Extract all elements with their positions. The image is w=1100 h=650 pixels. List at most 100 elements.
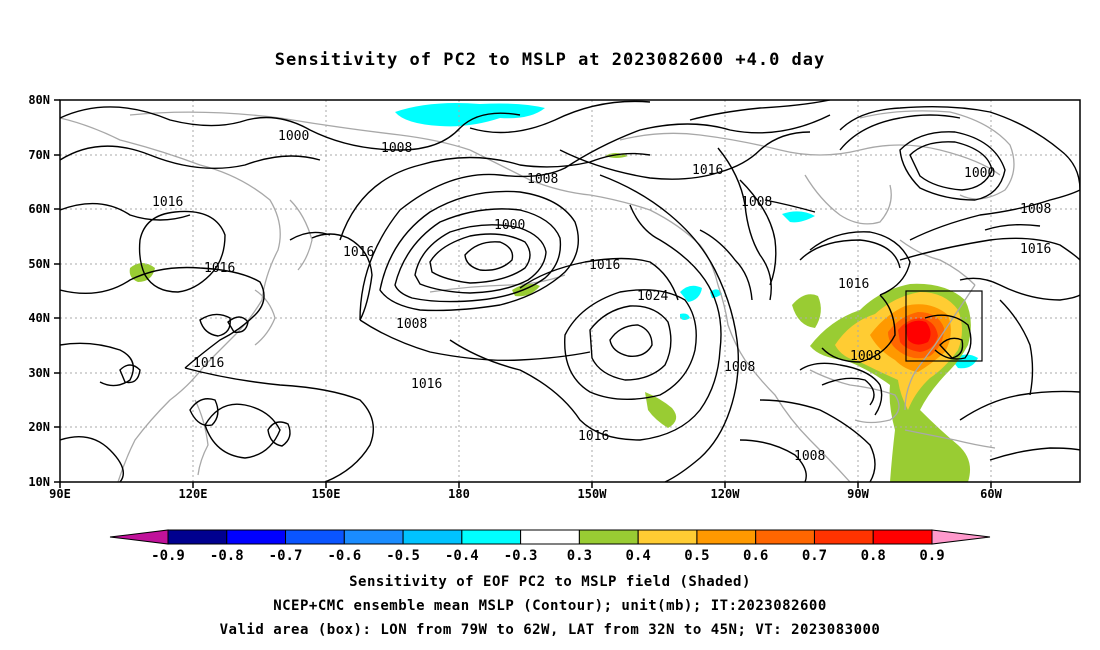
- contour-label: 1008: [850, 349, 881, 364]
- valid-area-box: [905, 290, 983, 362]
- colorbar-swatch: [813, 529, 874, 545]
- coast-greenland: [859, 110, 1015, 200]
- colorbar-label: -0.9: [151, 548, 185, 564]
- coast-gulf: [809, 369, 900, 424]
- shading-layer: [129, 103, 978, 482]
- map-title: Sensitivity of PC2 to MSLP at 2023082600…: [274, 50, 826, 70]
- coast-us-west: [717, 284, 851, 482]
- lat-labels: 80N 70N 60N 50N 40N 30N 20N 10N: [28, 93, 50, 489]
- coast-canada-arctic: [619, 132, 1001, 176]
- lat-label: 40N: [28, 311, 50, 325]
- tick-marks: [54, 99, 992, 488]
- colorbar-label: 0.3: [567, 548, 592, 564]
- colorbar-swatch: [167, 529, 228, 545]
- contour-labels: 1000 1008 1016 1016 1016 1000 1008 1008 …: [152, 129, 1051, 464]
- shade-cyan-northcanada: [782, 211, 815, 223]
- lon-label: 90E: [49, 487, 71, 501]
- lon-label: 60W: [980, 487, 1002, 501]
- colorbar-swatch: [578, 529, 639, 545]
- coast-hudson: [804, 174, 892, 225]
- coast-japan: [254, 289, 276, 346]
- lon-label: 90W: [847, 487, 869, 501]
- shade-green-pacific: [512, 283, 540, 297]
- colorbar-arrow-low: [109, 529, 169, 545]
- colorbar-label: 0.7: [802, 548, 827, 564]
- lon-label: 180: [448, 487, 470, 501]
- colorbar-swatch: [872, 529, 933, 545]
- contour-label: 1016: [204, 261, 235, 276]
- colorbar-label: -0.4: [445, 548, 479, 564]
- lat-label: 70N: [28, 148, 50, 162]
- coast-arctic-russia: [129, 111, 471, 151]
- colorbar-swatch: [520, 529, 580, 545]
- colorbar-label: -0.8: [210, 548, 244, 564]
- shade-green-subtropic: [645, 392, 677, 428]
- mslp-contours: [60, 100, 1080, 482]
- lon-label: 150E: [312, 487, 341, 501]
- shade-cyan-arctic: [395, 103, 545, 127]
- colorbar-label: 0.9: [919, 548, 944, 564]
- colorbar-swatch: [637, 529, 698, 545]
- coastlines: [60, 110, 1015, 482]
- shade-green-greatlakes: [792, 294, 821, 328]
- coast-us-east: [904, 284, 976, 411]
- shade-cyan-westcoast1: [680, 285, 702, 302]
- colorbar-label: -0.7: [269, 548, 303, 564]
- colorbar-swatch: [696, 529, 757, 545]
- coast-labrador: [899, 239, 976, 286]
- contour-label: 1008: [381, 141, 412, 156]
- colorbar-swatch: [755, 529, 815, 545]
- colorbar-label: -0.3: [504, 548, 538, 564]
- lon-label: 120W: [711, 487, 741, 501]
- footer-line-1: Sensitivity of EOF PC2 to MSLP field (Sh…: [349, 574, 751, 590]
- shade-cyan-westcoast3: [680, 313, 690, 320]
- contour-label: 1016: [152, 195, 183, 210]
- contour-label: 1016: [411, 377, 442, 392]
- contour-label: 1016: [692, 163, 723, 178]
- lon-labels: 90E 120E 150E 180 150W 120W 90W 60W: [49, 487, 1002, 501]
- coast-kamchatka: [289, 199, 313, 271]
- colorbar-swatch: [285, 529, 345, 545]
- lat-label: 50N: [28, 257, 50, 271]
- contour-label: 1016: [589, 258, 620, 273]
- contour-label: 1016: [578, 429, 609, 444]
- colorbar-label: 0.6: [743, 548, 768, 564]
- colorbar-swatch: [402, 529, 463, 545]
- colorbar-swatch: [226, 529, 287, 545]
- lat-label: 80N: [28, 93, 50, 107]
- coast-aleutians: [429, 274, 566, 293]
- lat-label: 30N: [28, 366, 50, 380]
- shade-red: [905, 320, 931, 345]
- lon-label: 150W: [578, 487, 608, 501]
- footer-line-2: NCEP+CMC ensemble mean MSLP (Contour); u…: [273, 598, 827, 614]
- colorbar: -0.9 -0.8 -0.7 -0.6 -0.5 -0.4 -0.3 0.3 0.4 0.5 0.6…: [109, 529, 991, 564]
- colorbar-label: 0.4: [626, 548, 651, 564]
- colorbar-label: 0.8: [861, 548, 886, 564]
- colorbar-label: -0.5: [386, 548, 420, 564]
- contour-label: 1008: [527, 172, 558, 187]
- coast-asia-pacific: [60, 117, 281, 482]
- colorbar-swatch: [343, 529, 404, 545]
- contour-label: 1000: [278, 129, 309, 144]
- lat-label: 10N: [28, 475, 50, 489]
- contour-label: 1024: [637, 289, 668, 304]
- contour-label: 1008: [396, 317, 427, 332]
- map-frame: [59, 99, 1081, 483]
- contour-label: 1008: [1020, 202, 1051, 217]
- contour-label: 1008: [724, 360, 755, 375]
- colorbar-label: -0.6: [327, 548, 361, 564]
- contour-label: 1000: [964, 166, 995, 181]
- contour-label: 1016: [838, 277, 869, 292]
- coast-philippines: [194, 399, 209, 476]
- lat-label: 20N: [28, 420, 50, 434]
- lon-label: 120E: [179, 487, 208, 501]
- colorbar-arrow-high: [931, 529, 991, 545]
- colorbar-label: 0.5: [684, 548, 709, 564]
- contour-label: 1016: [193, 356, 224, 371]
- contour-label: 1008: [794, 449, 825, 464]
- footer-line-3: Valid area (box): LON from 79W to 62W, L…: [219, 622, 881, 638]
- lat-label: 60N: [28, 202, 50, 216]
- coast-caribbean: [904, 429, 996, 449]
- contour-label: 1000: [494, 218, 525, 233]
